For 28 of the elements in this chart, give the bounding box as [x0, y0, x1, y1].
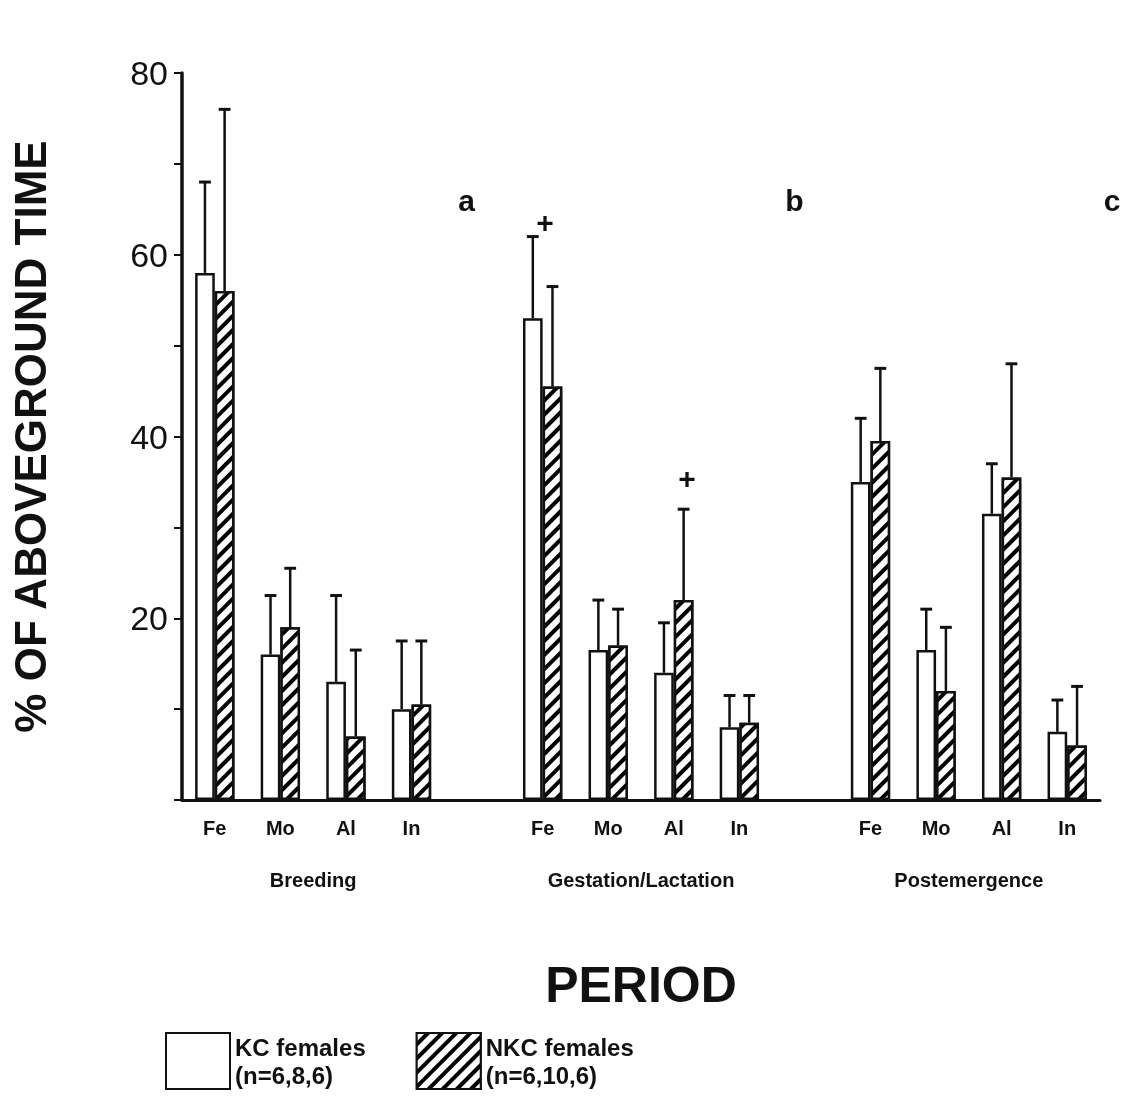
annotation: b	[785, 183, 804, 217]
x-tick-label: In	[402, 817, 421, 839]
annotation: +	[678, 461, 696, 495]
x-tick-label: Fe	[858, 817, 883, 839]
x-tick-label: In	[730, 817, 749, 839]
annotation: a	[458, 183, 476, 217]
text: Gestation/Lactation	[547, 869, 735, 891]
x-tick-label: Mo	[593, 817, 623, 839]
y-axis-title: % OF ABOVEGROUND TIME	[5, 140, 55, 733]
x-tick-label: Mo	[265, 817, 295, 839]
x-tick-label: Fe	[203, 817, 227, 839]
text: Breeding	[269, 869, 357, 891]
x-tick-label: In	[1058, 817, 1077, 839]
y-tick-label: 80	[130, 54, 168, 92]
legend-label: NKC females (n=6,10,6)	[485, 1033, 634, 1089]
text: c	[1103, 183, 1121, 217]
x-tick-label: Mo	[921, 817, 951, 839]
y-tick-label: 40	[130, 417, 168, 456]
x-tick-label: Al	[663, 817, 684, 839]
y-tick-label: 20	[130, 599, 168, 638]
text: Postemergence	[894, 869, 1044, 891]
x-axis-title: PERIOD	[545, 957, 737, 1013]
y-tick-label: 60	[130, 235, 168, 274]
x-tick-label: Al	[335, 817, 356, 839]
x-tick-label: Al	[991, 817, 1012, 839]
x-tick-label: Fe	[530, 817, 555, 839]
annotation: +	[536, 205, 554, 239]
legend-label: KC females (n=6,8,6)	[235, 1033, 366, 1089]
